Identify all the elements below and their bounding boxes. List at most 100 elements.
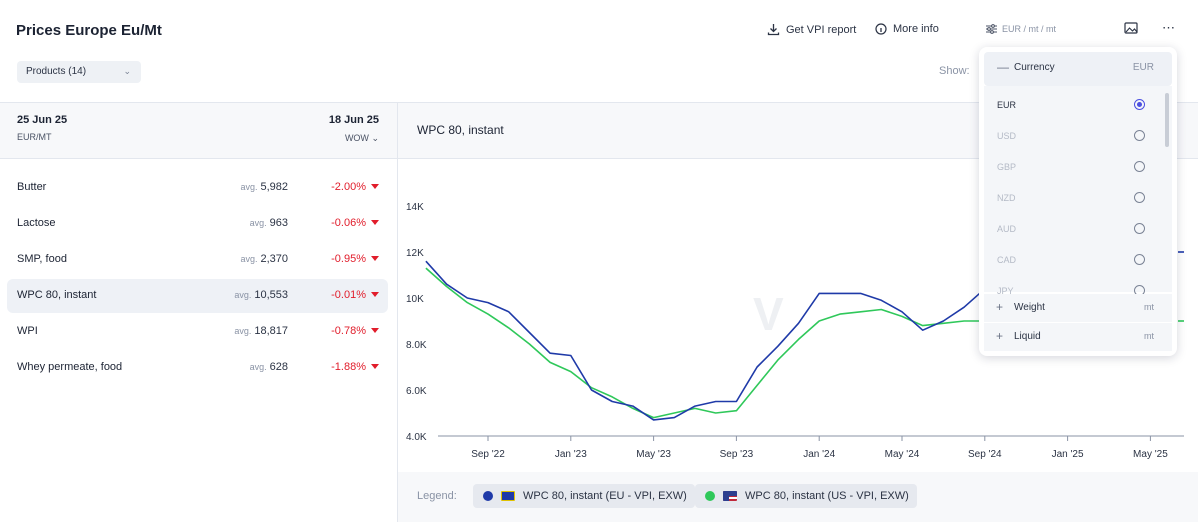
product-row[interactable]: Lactose avg. 963 -0.06% [7, 207, 388, 241]
currency-list: EUR USD GBP NZD AUD CAD JPY [984, 86, 1172, 296]
radio-button[interactable] [1134, 223, 1145, 234]
x-tick-label: Jan '24 [803, 449, 835, 460]
product-row[interactable]: SMP, food avg. 2,370 -0.95% [7, 243, 388, 277]
plus-icon: + [996, 300, 1004, 314]
currency-option-eur[interactable]: EUR [984, 96, 1172, 118]
product-avg: avg. 628 [250, 361, 288, 373]
avg-value: 18,817 [254, 325, 288, 337]
product-name: WPC 80, instant [17, 289, 97, 301]
legend-item-us[interactable]: WPC 80, instant (US - VPI, EXW) [695, 484, 917, 508]
avg-prefix: avg. [249, 218, 267, 228]
avg-prefix: avg. [249, 362, 267, 372]
radio-button[interactable] [1134, 192, 1145, 203]
minus-icon: — [997, 60, 1009, 74]
product-row[interactable]: Butter avg. 5,982 -2.00% [7, 171, 388, 205]
more-options-icon[interactable]: ⋯ [1162, 20, 1175, 35]
radio-button[interactable] [1134, 161, 1145, 172]
y-tick-label: 10K [406, 294, 424, 305]
sliders-icon [986, 24, 997, 34]
liquid-value: mt [1144, 331, 1154, 341]
avg-value: 963 [269, 217, 288, 229]
currency-option-gbp[interactable]: GBP [984, 158, 1172, 180]
info-icon [875, 23, 887, 35]
avg-value: 2,370 [260, 253, 288, 265]
price-chart: V 4.0K 6.0K 8.0K 10K 12K 14K Sep '22 Jan '23 May … [406, 202, 1184, 460]
product-avg: avg. 10,553 [234, 289, 288, 301]
more-info-button[interactable]: More info [875, 23, 939, 35]
currency-value: EUR [1132, 62, 1154, 73]
compare-date: 18 Jun 25 [328, 114, 379, 126]
image-export-button[interactable] [1124, 22, 1138, 37]
legend-item-eu[interactable]: WPC 80, instant (EU - VPI, EXW) [473, 484, 695, 508]
currency-code: NZD [997, 193, 1016, 203]
us-flag-icon [723, 491, 737, 501]
currency-code: USD [997, 131, 1017, 141]
x-tick-label: Jan '23 [555, 449, 587, 460]
divider [0, 102, 1198, 103]
x-tick-label: May '23 [636, 449, 671, 460]
x-tick-label: May '24 [885, 449, 920, 460]
product-row[interactable]: Whey permeate, food avg. 628 -1.88% [7, 351, 388, 385]
currency-option-usd[interactable]: USD [984, 127, 1172, 149]
currency-option-nzd[interactable]: NZD [984, 189, 1172, 211]
y-tick-label: 8.0K [406, 340, 427, 351]
plus-icon: + [996, 329, 1004, 343]
down-arrow-icon [371, 220, 379, 225]
currency-option-aud[interactable]: AUD [984, 220, 1172, 242]
currency-code: GBP [997, 162, 1017, 172]
product-name: Lactose [17, 217, 56, 229]
product-change: -0.95% [331, 253, 366, 265]
series-line [425, 260, 986, 421]
eu-flag-icon [501, 491, 515, 501]
legend-item-eu-label: WPC 80, instant (EU - VPI, EXW) [523, 490, 687, 502]
x-tick-label: Sep '24 [968, 449, 1002, 460]
down-arrow-icon [371, 364, 379, 369]
period-label: WOW [344, 133, 369, 143]
get-vpi-report-button[interactable]: Get VPI report [767, 23, 856, 36]
down-arrow-icon [371, 292, 379, 297]
y-tick-label: 4.0K [406, 432, 427, 443]
radio-button[interactable] [1134, 254, 1145, 265]
radio-button[interactable] [1134, 99, 1145, 110]
chevron-down-icon: ⌄ [371, 133, 379, 143]
image-icon [1124, 22, 1138, 34]
down-arrow-icon [371, 184, 379, 189]
legend-item-us-label: WPC 80, instant (US - VPI, EXW) [745, 490, 909, 502]
product-change: -0.78% [331, 325, 366, 337]
x-tick-label: May '25 [1133, 449, 1168, 460]
date-header: 25 Jun 25 EUR/MT 18 Jun 25 WOW ⌄ [0, 103, 397, 158]
x-tick-label: Sep '22 [471, 449, 505, 460]
product-row[interactable]: WPI avg. 18,817 -0.78% [7, 315, 388, 349]
products-label: Products (14) [26, 66, 87, 77]
product-name: Whey permeate, food [17, 361, 123, 373]
product-name: SMP, food [17, 253, 67, 265]
show-label: Show: [939, 65, 970, 77]
weight-section[interactable]: + Weight mt [984, 294, 1172, 322]
currency-label: Currency [1014, 62, 1055, 73]
avg-value: 10,553 [254, 289, 288, 301]
products-dropdown[interactable]: Products (14) ⌄ [17, 61, 141, 83]
avg-prefix: avg. [240, 182, 258, 192]
page-title: Prices Europe Eu/Mt [16, 22, 162, 39]
y-tick-label: 6.0K [406, 386, 427, 397]
product-row[interactable]: WPC 80, instant avg. 10,553 -0.01% [7, 279, 388, 313]
weight-value: mt [1144, 302, 1154, 312]
currency-code: AUD [997, 224, 1017, 234]
currency-section-header[interactable]: — Currency EUR [984, 52, 1172, 86]
divider-vertical [397, 102, 398, 522]
currency-code: JPY [997, 286, 1014, 296]
avg-prefix: avg. [240, 254, 258, 264]
currency-selector-button[interactable]: EUR / mt / mt [986, 24, 1056, 34]
period-selector[interactable]: WOW ⌄ [345, 133, 379, 144]
scrollbar[interactable] [1165, 93, 1169, 147]
liquid-section[interactable]: + Liquid mt [984, 323, 1172, 351]
currency-code: EUR [997, 100, 1017, 110]
product-avg: avg. 963 [250, 217, 288, 229]
currency-selector-label: EUR / mt / mt [1002, 24, 1056, 34]
radio-button[interactable] [1134, 130, 1145, 141]
currency-code: CAD [997, 255, 1017, 265]
currency-option-cad[interactable]: CAD [984, 251, 1172, 273]
x-tick-label: Jan '25 [1052, 449, 1084, 460]
liquid-label: Liquid [1014, 331, 1041, 342]
currency-dropdown: — Currency EUR EUR USD GBP NZD AUD CAD JPY + W… [979, 47, 1177, 356]
